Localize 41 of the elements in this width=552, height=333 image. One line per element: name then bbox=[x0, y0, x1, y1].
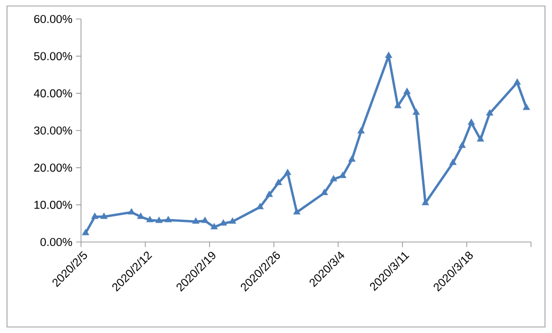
y-tick-label: 20.00% bbox=[34, 164, 72, 172]
point bbox=[320, 188, 328, 196]
point bbox=[128, 208, 136, 214]
point bbox=[449, 158, 457, 165]
point bbox=[384, 52, 392, 58]
point bbox=[486, 109, 494, 116]
point bbox=[468, 118, 475, 125]
point bbox=[220, 219, 228, 226]
point bbox=[514, 78, 521, 85]
y-tick-label: 30.00% bbox=[34, 126, 72, 135]
point bbox=[155, 216, 163, 223]
point bbox=[412, 108, 420, 115]
point bbox=[458, 141, 466, 148]
point bbox=[137, 212, 144, 219]
y-tick-label: 40.00% bbox=[34, 89, 72, 98]
point bbox=[403, 88, 411, 94]
point bbox=[357, 127, 365, 134]
point bbox=[256, 202, 264, 210]
y-tick-label: 60.00% bbox=[34, 14, 72, 24]
point bbox=[192, 217, 200, 224]
y-tick-label: 10.00% bbox=[34, 200, 72, 209]
point bbox=[293, 208, 301, 214]
point bbox=[100, 212, 108, 219]
point bbox=[210, 222, 218, 230]
point bbox=[394, 102, 402, 108]
point bbox=[476, 135, 484, 142]
point bbox=[348, 155, 356, 162]
point bbox=[339, 172, 346, 178]
point bbox=[284, 168, 292, 176]
point bbox=[164, 216, 172, 222]
point bbox=[201, 216, 209, 223]
point bbox=[82, 228, 90, 236]
point bbox=[146, 216, 154, 222]
point bbox=[274, 178, 282, 186]
y-tick-label: 0.00% bbox=[40, 238, 72, 246]
point bbox=[91, 212, 98, 219]
point bbox=[522, 104, 530, 110]
y-tick-label: 50.00% bbox=[34, 52, 72, 60]
point bbox=[330, 174, 338, 182]
point bbox=[228, 217, 236, 224]
point bbox=[266, 190, 273, 197]
